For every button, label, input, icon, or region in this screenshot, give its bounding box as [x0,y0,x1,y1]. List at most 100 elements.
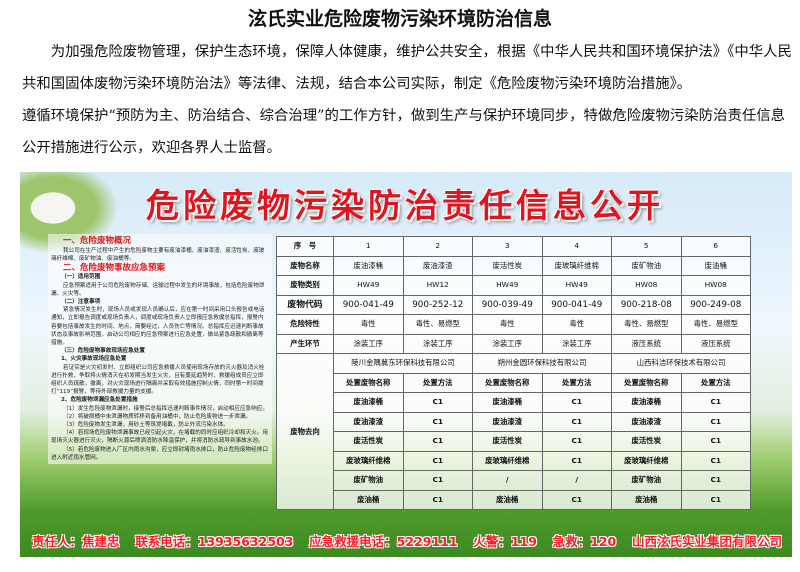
emergency-plan-text: 一、危险废物概况 我公司在生产过程中产生的危险废物主要有废油漆桶、废油漆渣、废活性… [48,234,272,465]
section-text: 紧急情况发生时，现场人员或发现人员确认后，应在第一时间采用口头报告或电话通知，立… [51,307,265,347]
table-row: 废活性炭 C1 废活性炭 C1 废活性炭 C1 [277,431,751,452]
table-cell: 废活性炭 [472,431,543,452]
table-cell: C1 [680,431,751,452]
sub-header: 处置方法 [541,372,612,393]
table-cell: 废油漆桶 [472,392,543,413]
intro-paragraph: 遵循环境保护“预防为主、防治结合、综合治理”的工作方针，做到生产与保护环境同步，… [22,108,786,156]
table-cell: C1 [541,489,612,510]
footer-item: 应急救援电话：5229111 [309,534,458,549]
table-cell: 废油漆渣 [402,255,473,276]
table-cell: 毒性、易燃型 [611,314,682,335]
table-row: 废矿物油 C1// 废矿物油 C1 [277,470,751,491]
table-row: 废物名称 废油漆桶 废油漆渣 废活性炭 废玻璃纤维棉 废矿物油 废油桶 [276,255,751,276]
table-cell: 废活性炭 [333,431,404,452]
table-cell: 废油桶 [680,255,751,276]
table-cell: C1 [680,470,751,491]
table-cell: 废活性炭 [611,431,682,452]
table-row: 废油漆桶 C1 废油漆桶 C1 废油漆桶 C1 [277,392,751,413]
table-cell: 4 [541,236,612,257]
table-cell: C1 [541,411,612,432]
table-cell: C1 [402,411,473,432]
footer-item: 山西泫氏实业集团有限公司 [631,534,782,549]
section-text: （5）若危险废物进入厂区内雨水沟渠，应立即封堵雨水排口，防止危险废物经排口进入附… [51,446,268,461]
table-cell: C1 [402,392,473,413]
sub-header: 处置方法 [680,372,751,393]
section-text: 若证实是火灾初发时，立即组织公司应急救援人员使用现场存放的灭火器及消火栓进行扑救… [51,364,265,396]
company-row: 废物去向 陵川金隅冀东环保科技有限公司 朔州金圆环保科技有限公司 山西科洁环保技术有限… [276,353,751,510]
sub-header: 处置废物名称 [333,372,404,393]
table-cell: C1 [402,489,473,510]
intro-text: 为加强危险废物管理，保护生态环境，保障人体健康，维护公共安全，根据《中华人民共和… [22,36,792,164]
table-cell: 废油桶 [333,489,404,510]
table-cell: 废矿物油 [611,470,682,491]
table-cell: HW08 [611,275,682,296]
table-cell: C1 [680,411,751,432]
sub-header: 处置废物名称 [472,372,543,393]
contact-footer: 责任人：焦建忠 联系电话：13935632503 应急救援电话：5229111 火警：… [32,534,782,550]
table-cell: 废油漆渣 [611,411,682,432]
row-label: 废物代码 [276,294,334,315]
table-cell: C1 [541,450,612,471]
table-cell: C1 [402,450,473,471]
table-cell: 废矿物油 [333,470,404,491]
table-row: 危险特性 毒性 毒性、易燃型 毒性 毒性 毒性、易燃型 毒性、易燃型 [276,314,751,335]
table-cell: 废油漆桶 [333,392,404,413]
table-row: 废油漆渣 C1 废油漆渣 C1 废油漆渣 C1 [277,411,751,432]
table-cell: 3 [472,236,543,257]
table-cell: 毒性 [472,314,543,335]
table-cell: 废玻璃纤维棉 [472,450,543,471]
sub-header: 处置废物名称 [611,372,682,393]
section-text: 2、危险废物泄漏应急处置措施 [61,397,138,404]
footer-item: 联系电话：13935632503 [135,534,294,549]
section-text: 1、火灾事故现场应急处置 [61,356,127,363]
table-cell: C1 [541,392,612,413]
row-label: 废物名称 [276,255,334,276]
table-cell: 废玻璃纤维棉 [333,450,404,471]
table-cell: 1 [333,236,404,257]
sub-header-row: 处置废物名称 处置方法 处置废物名称 处置方法 处置废物名称 处置方法 [277,372,751,393]
table-cell: 900-218-08 [611,294,682,315]
destination-label: 废物去向 [276,353,334,510]
table-cell: 2 [402,236,473,257]
table-cell: 涂装工序 [402,333,473,354]
page-title: 泫氏实业危险废物污染环境防治信息 [247,8,552,30]
section-heading: 一、危险废物概况 [63,236,132,246]
table-cell: 废油桶 [611,489,682,510]
disclosure-banner: 危险废物污染防治责任信息公开 一、危险废物概况 我公司在生产过程中产生的危险废物主… [20,172,792,557]
section-text: （3）危险废物发生泄漏，用砂土等筑堤堵截，防止外流污染水体。 [63,422,229,429]
table-cell: 900-249-08 [680,294,751,315]
footer-item: 责任人：焦建忠 [32,534,120,549]
table-cell: C1 [402,470,473,491]
row-label: 产生环节 [276,333,334,354]
table-row: 废油桶 C1 废油桶 C1 废油桶 C1 [277,489,751,510]
company-name: 朔州金圆环保科技有限公司 [472,353,612,374]
table-cell: 液压系统 [611,333,682,354]
table-cell: 涂装工序 [541,333,612,354]
waste-info-table: 序 号 1 2 3 4 5 6 废物名称 废油漆桶 废油漆渣 废活性炭 废玻璃纤维棉 废矿物油 废油桶 废物… [276,236,751,510]
table-cell: 废油漆渣 [333,411,404,432]
table-cell: HW49 [472,275,543,296]
section-text: （4）若现场危险废物泄漏事故已经引起火灾，在堵截的同时应组织冷却和灭火。用现场灭… [51,430,268,445]
table-row: 废物类别 HW49 HW12 HW49 HW49 HW08 HW08 [276,275,751,296]
sub-header: 处置方法 [402,372,473,393]
table-cell: 毒性、易燃型 [680,314,751,335]
table-cell: 液压系统 [680,333,751,354]
table-cell: 毒性 [333,314,404,335]
section-text: （三）危险废物事故现场应急处置 [61,348,145,355]
table-cell: 废活性炭 [472,255,543,276]
section-text: （1）发生危险废物泄漏时，接警后总指挥迅速判断事件情况，启动相应应急响应。 [63,405,268,412]
table-cell: 900-041-49 [333,294,404,315]
footer-item: 急救：120 [552,534,617,549]
table-cell: 废油桶 [472,489,543,510]
table-cell: 6 [680,236,751,257]
row-label: 废物类别 [276,275,334,296]
table-row: 产生环节 涂装工序 涂装工序 涂装工序 涂装工序 液压系统 液压系统 [276,333,751,354]
table-cell: 900-252-12 [402,294,473,315]
company-name: 山西科洁环保技术有限公司 [611,353,751,374]
table-cell: / [541,470,612,491]
table-cell: / [472,470,543,491]
table-cell: 毒性 [541,314,612,335]
table-cell: HW49 [541,275,612,296]
section-text: （二）注意事项 [61,299,101,306]
table-cell: 涂装工序 [333,333,404,354]
